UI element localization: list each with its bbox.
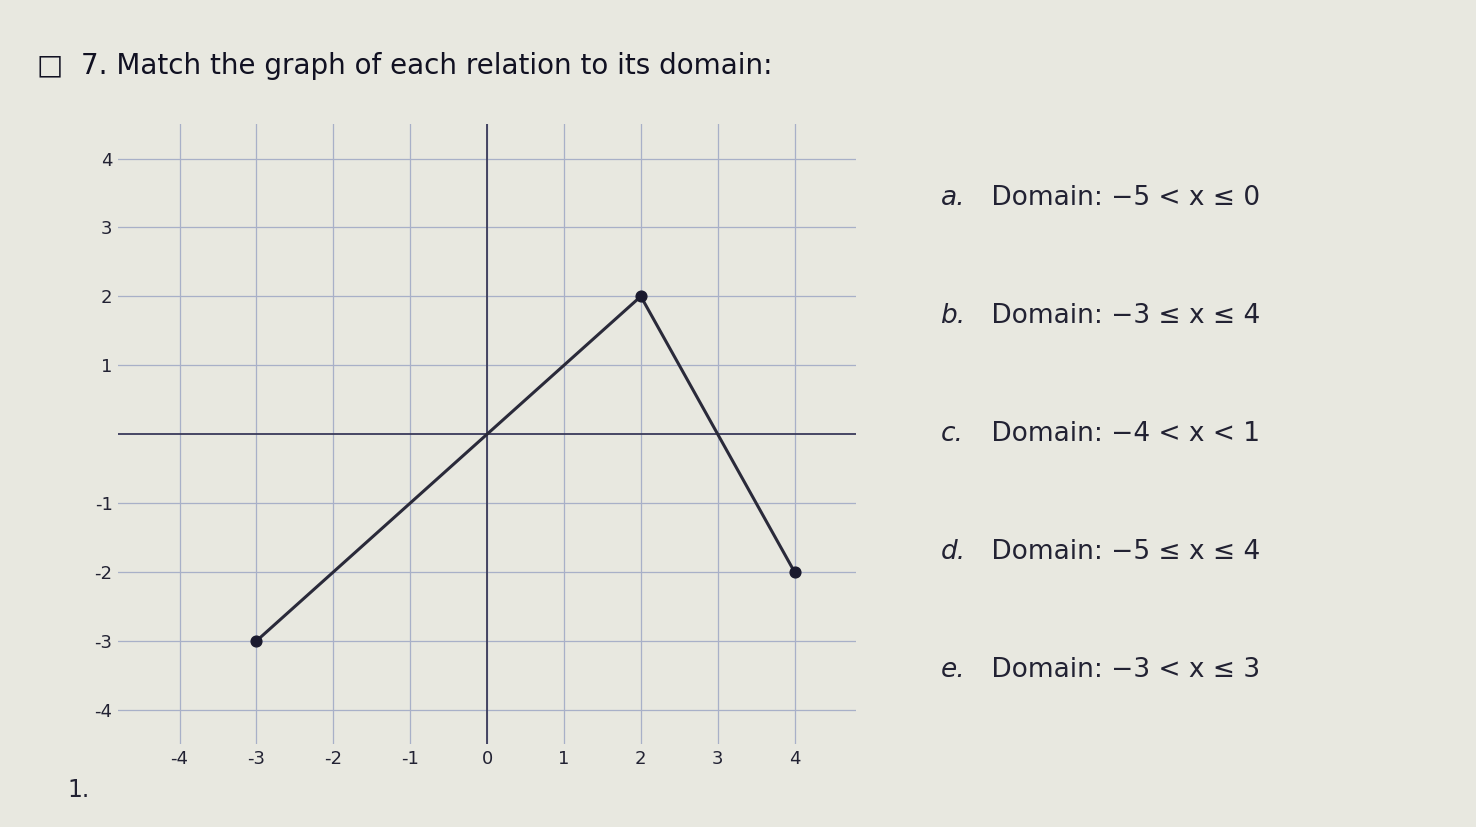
- Point: [782, 566, 806, 579]
- Text: 1.: 1.: [68, 777, 90, 802]
- Text: Domain: −5 ≤ x ≤ 4: Domain: −5 ≤ x ≤ 4: [983, 539, 1261, 565]
- Point: [629, 289, 652, 303]
- Text: Domain: −5 < x ≤ 0: Domain: −5 < x ≤ 0: [983, 185, 1261, 212]
- Text: d.: d.: [940, 539, 965, 565]
- Point: [245, 634, 269, 648]
- Text: □  7. Match the graph of each relation to its domain:: □ 7. Match the graph of each relation to…: [37, 52, 772, 80]
- Text: a.: a.: [940, 185, 965, 212]
- Text: c.: c.: [940, 421, 964, 447]
- Text: Domain: −3 ≤ x ≤ 4: Domain: −3 ≤ x ≤ 4: [983, 304, 1261, 329]
- Text: e.: e.: [940, 657, 965, 683]
- Text: b.: b.: [940, 304, 965, 329]
- Text: Domain: −3 < x ≤ 3: Domain: −3 < x ≤ 3: [983, 657, 1261, 683]
- Text: Domain: −4 < x < 1: Domain: −4 < x < 1: [983, 421, 1261, 447]
